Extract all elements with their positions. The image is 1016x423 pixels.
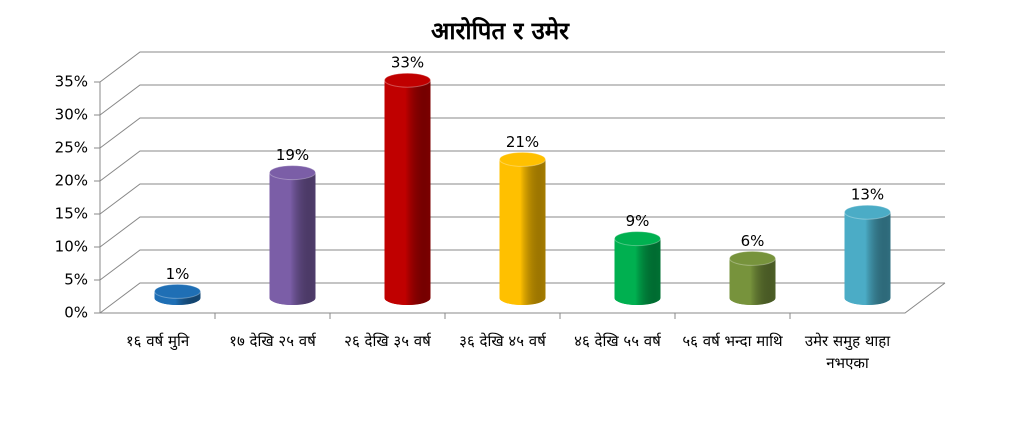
grid-line — [99, 282, 945, 314]
x-tick-label: २६ देखि ३५ वर्ष — [344, 332, 431, 350]
floor — [100, 282, 946, 314]
bar — [154, 283, 201, 305]
bar — [844, 204, 891, 305]
value-label: 1% — [166, 265, 190, 283]
bar — [384, 72, 431, 305]
grid-line — [99, 150, 945, 182]
y-tick-label: 5% — [64, 271, 88, 289]
bar — [729, 250, 776, 305]
grid-line — [99, 117, 945, 149]
bar — [614, 231, 661, 305]
y-tick-label: 10% — [55, 238, 88, 256]
value-label: 13% — [851, 186, 884, 204]
value-label: 19% — [276, 146, 309, 164]
y-tick-label: 15% — [55, 205, 88, 223]
x-tick-label: ४६ देखि ५५ वर्ष — [574, 332, 661, 350]
x-tick-label: उमेर समुह थाहा नभएका — [804, 332, 891, 372]
grid-line — [99, 249, 945, 281]
x-tick-label: १६ वर्ष मुनि — [125, 332, 190, 350]
grid-line — [99, 216, 945, 248]
x-tick-label: ५६ वर्ष भन्दा माथि — [682, 332, 783, 350]
grid-line — [99, 51, 945, 83]
y-tick-label: 35% — [55, 73, 88, 91]
value-label: 33% — [391, 54, 424, 72]
bar — [269, 165, 316, 305]
x-tick-label: ३६ देखि ४५ वर्ष — [459, 332, 546, 350]
y-tick-label: 30% — [55, 106, 88, 124]
bar — [499, 151, 546, 305]
y-tick-label: 20% — [55, 172, 88, 190]
value-label: 21% — [506, 133, 539, 151]
chart-title: आरोपित र उमेर — [431, 17, 570, 45]
x-tick-label: १७ देखि २५ वर्ष — [229, 332, 316, 350]
grid-line — [99, 183, 945, 215]
value-label: 9% — [626, 212, 650, 230]
value-label: 6% — [741, 232, 765, 250]
grid-line — [99, 84, 945, 116]
y-tick-label: 0% — [64, 304, 88, 322]
y-tick-label: 25% — [55, 139, 88, 157]
